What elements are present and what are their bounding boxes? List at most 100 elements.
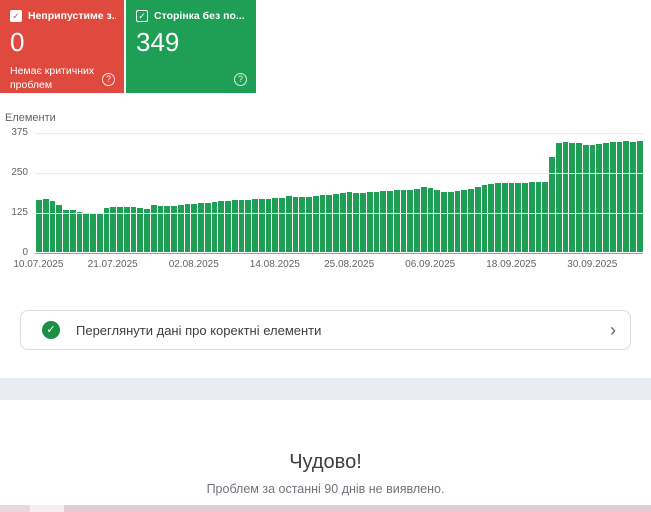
chart-bar[interactable] bbox=[407, 189, 413, 252]
chart-bar[interactable] bbox=[130, 207, 137, 252]
chart-bar[interactable] bbox=[461, 189, 467, 252]
chart-bar[interactable] bbox=[306, 196, 312, 252]
chart-bar[interactable] bbox=[204, 202, 211, 252]
chart-bar[interactable] bbox=[137, 207, 143, 252]
chart-bar[interactable] bbox=[211, 201, 218, 252]
chart-bar[interactable] bbox=[501, 183, 508, 252]
chart-bar[interactable] bbox=[69, 210, 76, 252]
help-icon[interactable]: ? bbox=[102, 73, 115, 86]
chart-bar[interactable] bbox=[576, 143, 582, 252]
chart-bar[interactable] bbox=[387, 190, 393, 252]
chart-bar[interactable] bbox=[596, 144, 602, 252]
chart-bar[interactable] bbox=[144, 208, 150, 252]
chart-bar[interactable] bbox=[285, 196, 292, 252]
chart-bar[interactable] bbox=[96, 213, 103, 252]
chart-bar[interactable] bbox=[83, 212, 89, 252]
chart-bar[interactable] bbox=[393, 190, 400, 252]
chart-bar[interactable] bbox=[420, 187, 427, 252]
chart-bar[interactable] bbox=[272, 198, 278, 252]
chart-bar[interactable] bbox=[555, 142, 562, 252]
chart-bar[interactable] bbox=[177, 205, 184, 252]
chart-bar[interactable] bbox=[441, 191, 447, 252]
chart-bar[interactable] bbox=[333, 193, 339, 252]
chart-bar[interactable] bbox=[515, 182, 521, 252]
chart-bar[interactable] bbox=[76, 211, 83, 252]
chart-bar[interactable] bbox=[535, 181, 542, 252]
chart-bar[interactable] bbox=[90, 212, 96, 252]
chart-bar[interactable] bbox=[400, 190, 407, 252]
chart-bar[interactable] bbox=[110, 206, 116, 252]
chart-bar[interactable] bbox=[191, 203, 197, 252]
chart-bar[interactable] bbox=[508, 182, 515, 252]
errors-subtitle: Немає критичних проблем bbox=[10, 65, 95, 92]
chevron-right-icon[interactable]: › bbox=[610, 320, 616, 340]
chart-bar[interactable] bbox=[366, 192, 373, 252]
chart-bar[interactable] bbox=[481, 185, 488, 252]
card-valid[interactable]: ✓ Сторінка без по... 349 ? bbox=[126, 0, 256, 93]
chart-bar[interactable] bbox=[528, 182, 535, 252]
chart-bar[interactable] bbox=[252, 199, 258, 252]
chart-bars[interactable] bbox=[36, 133, 643, 252]
chart-bar[interactable] bbox=[636, 141, 643, 252]
chart-bar[interactable] bbox=[616, 141, 623, 252]
chart-bar[interactable] bbox=[299, 197, 305, 252]
chart-bar[interactable] bbox=[488, 184, 494, 252]
chart-bar[interactable] bbox=[474, 187, 481, 252]
chart-bar[interactable] bbox=[373, 191, 380, 252]
chart-bar[interactable] bbox=[434, 189, 440, 252]
chart-bar[interactable] bbox=[238, 199, 245, 252]
chart-bar[interactable] bbox=[36, 199, 42, 252]
chart-bar[interactable] bbox=[245, 199, 251, 252]
chart-bar[interactable] bbox=[171, 205, 177, 252]
chart-bar[interactable] bbox=[49, 201, 56, 252]
chart-bar[interactable] bbox=[380, 191, 386, 252]
chart-bar[interactable] bbox=[279, 198, 285, 252]
chart-bar[interactable] bbox=[414, 188, 420, 252]
chart-bar[interactable] bbox=[522, 182, 528, 252]
chart-bar[interactable] bbox=[123, 207, 130, 252]
chart-bar[interactable] bbox=[454, 191, 461, 252]
chart-bar[interactable] bbox=[468, 189, 474, 252]
chart-bar[interactable] bbox=[157, 206, 164, 252]
chart-bar[interactable] bbox=[582, 144, 589, 252]
valid-checkbox-icon[interactable]: ✓ bbox=[136, 10, 148, 22]
chart-bar[interactable] bbox=[218, 201, 224, 252]
chart-bar[interactable] bbox=[495, 183, 501, 252]
chart-bar[interactable] bbox=[447, 192, 454, 252]
chart-bar[interactable] bbox=[630, 141, 636, 252]
chart-bar[interactable] bbox=[103, 207, 110, 252]
chart-bar[interactable] bbox=[56, 204, 62, 252]
chart-bar[interactable] bbox=[265, 198, 272, 252]
chart-bar[interactable] bbox=[319, 194, 326, 252]
chart-bar[interactable] bbox=[549, 156, 555, 252]
chart-bar[interactable] bbox=[231, 200, 238, 252]
chart-bar[interactable] bbox=[427, 187, 434, 252]
chart-bar[interactable] bbox=[569, 142, 575, 252]
chart-bar[interactable] bbox=[225, 200, 231, 252]
chart-bar[interactable] bbox=[326, 194, 332, 252]
chart-bar[interactable] bbox=[198, 203, 204, 252]
chart-bar[interactable] bbox=[63, 209, 69, 252]
chart-bar[interactable] bbox=[292, 196, 299, 252]
chart-bar[interactable] bbox=[346, 192, 353, 252]
chart-bar[interactable] bbox=[360, 192, 366, 252]
errors-checkbox-icon[interactable]: ✓ bbox=[10, 10, 22, 22]
chart-bar[interactable] bbox=[312, 195, 319, 252]
help-icon[interactable]: ? bbox=[234, 73, 247, 86]
chart-bar[interactable] bbox=[184, 204, 191, 252]
chart-bar[interactable] bbox=[117, 207, 123, 252]
chart-bar[interactable] bbox=[589, 145, 596, 252]
chart-bar[interactable] bbox=[164, 206, 170, 252]
chart-bar[interactable] bbox=[603, 142, 609, 252]
card-errors[interactable]: ✓ Неприпустиме з... 0 Немає критичних пр… bbox=[0, 0, 124, 93]
chart-bar[interactable] bbox=[623, 141, 629, 252]
chart-bar[interactable] bbox=[609, 141, 616, 252]
chart-bar[interactable] bbox=[542, 181, 548, 252]
chart-bar[interactable] bbox=[150, 205, 157, 252]
view-valid-items-banner[interactable]: ✓ Переглянути дані про коректні елементи… bbox=[20, 310, 631, 350]
chart-bar[interactable] bbox=[562, 141, 569, 252]
chart-bar[interactable] bbox=[42, 198, 49, 252]
chart-bar[interactable] bbox=[258, 199, 265, 252]
chart-bar[interactable] bbox=[339, 193, 346, 252]
chart-bar[interactable] bbox=[353, 192, 359, 252]
